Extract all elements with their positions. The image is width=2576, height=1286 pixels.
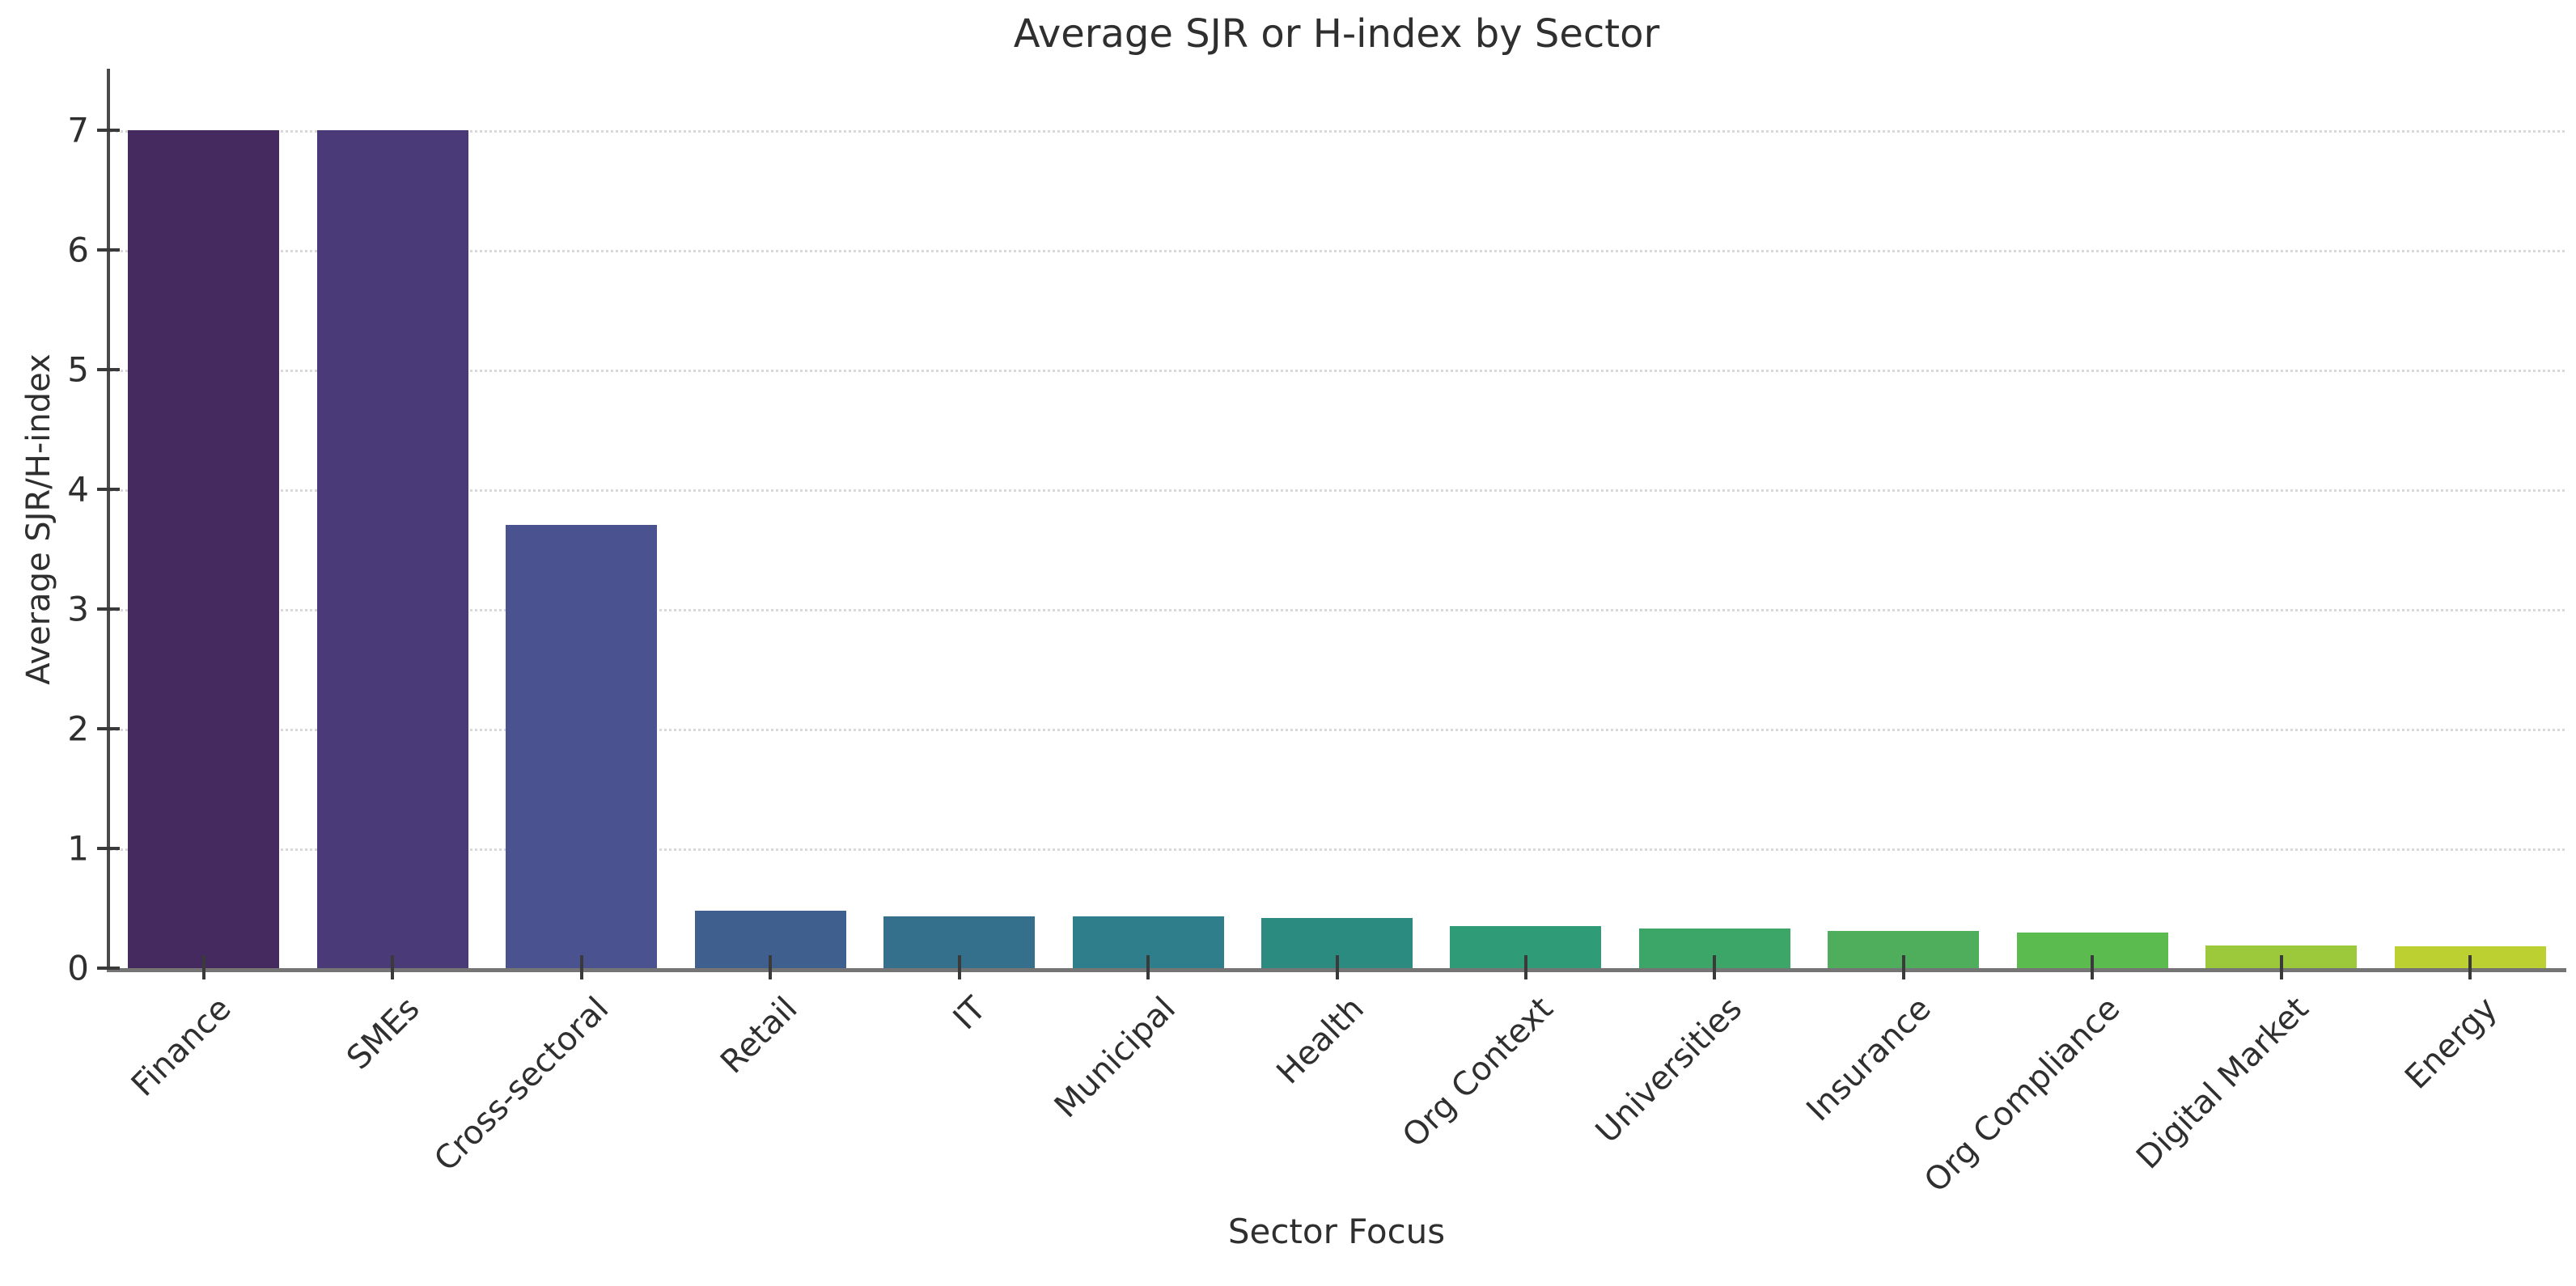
x-tick-label-municipal: Municipal <box>1047 990 1183 1126</box>
y-axis-label: Average SJR/H-index <box>20 353 57 685</box>
x-tick-mark <box>958 955 961 979</box>
gridline-y3 <box>110 609 2565 611</box>
y-axis-line <box>107 69 110 971</box>
gridline-y1 <box>110 848 2565 851</box>
x-tick-label-smes: SMEs <box>340 990 427 1077</box>
x-tick-label-energy: Energy <box>2398 990 2505 1097</box>
x-tick-mark <box>2280 955 2283 979</box>
bar-finance <box>128 130 279 968</box>
gridline-y6 <box>110 250 2565 252</box>
x-tick-mark <box>580 955 583 979</box>
gridline-y5 <box>110 370 2565 372</box>
x-tick-mark <box>1524 955 1527 979</box>
y-tick-label: 0 <box>67 948 89 988</box>
y-tick-label: 4 <box>67 469 89 510</box>
x-tick-mark <box>1713 955 1716 979</box>
y-tick-label: 3 <box>67 589 89 629</box>
x-tick-label-it: IT <box>946 990 994 1038</box>
y-tick-mark <box>97 967 120 970</box>
y-tick-mark <box>97 368 120 371</box>
x-tick-label-retail: Retail <box>714 990 805 1081</box>
y-tick-mark <box>97 248 120 252</box>
y-tick-label: 1 <box>67 828 89 869</box>
gridline-y4 <box>110 489 2565 492</box>
bar-smes <box>317 130 468 968</box>
x-tick-label-digital-market: Digital Market <box>2129 990 2316 1177</box>
y-tick-mark <box>97 488 120 491</box>
x-tick-label-cross-sectoral: Cross-sectoral <box>427 990 616 1179</box>
x-tick-label-universities: Universities <box>1588 990 1749 1151</box>
x-axis-label: Sector Focus <box>1227 1212 1446 1251</box>
x-tick-mark <box>769 955 772 979</box>
y-tick-mark <box>97 607 120 611</box>
x-tick-mark <box>1902 955 1905 979</box>
y-tick-mark <box>97 847 120 850</box>
y-tick-label: 7 <box>67 110 89 150</box>
x-tick-mark <box>1336 955 1339 979</box>
x-tick-mark <box>1146 955 1150 979</box>
x-tick-mark <box>2468 955 2472 979</box>
bar-cross-sectoral <box>506 525 657 968</box>
gridline-y7 <box>110 130 2565 133</box>
y-tick-mark <box>97 129 120 132</box>
chart-title: Average SJR or H-index by Sector <box>1013 11 1660 57</box>
gridline-y2 <box>110 729 2565 731</box>
x-tick-mark <box>2091 955 2094 979</box>
x-tick-label-org-compliance: Org Compliance <box>1917 990 2127 1200</box>
y-tick-label: 5 <box>67 349 89 390</box>
y-tick-label: 2 <box>67 709 89 749</box>
x-tick-label-finance: Finance <box>124 990 239 1104</box>
x-tick-label-health: Health <box>1269 990 1372 1092</box>
x-tick-label-org-context: Org Context <box>1395 990 1561 1155</box>
x-tick-mark <box>391 955 394 979</box>
y-tick-label: 6 <box>67 230 89 270</box>
x-tick-mark <box>202 955 205 979</box>
y-tick-mark <box>97 727 120 730</box>
x-tick-label-insurance: Insurance <box>1799 990 1938 1129</box>
